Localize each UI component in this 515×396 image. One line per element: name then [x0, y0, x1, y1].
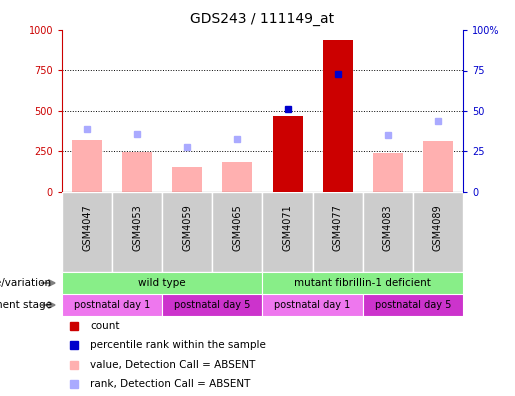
Bar: [112, 192, 162, 272]
Bar: [263, 294, 363, 316]
Bar: [62, 294, 162, 316]
Text: postnatal day 5: postnatal day 5: [174, 300, 251, 310]
Text: count: count: [90, 321, 119, 331]
Bar: [162, 294, 263, 316]
Bar: [222, 162, 252, 192]
Text: postnatal day 1: postnatal day 1: [274, 300, 351, 310]
Text: percentile rank within the sample: percentile rank within the sample: [90, 340, 266, 350]
Text: GSM4083: GSM4083: [383, 204, 393, 251]
Text: GSM4059: GSM4059: [182, 204, 192, 251]
Text: development stage: development stage: [0, 300, 52, 310]
Bar: [373, 153, 403, 192]
Text: postnatal day 5: postnatal day 5: [375, 300, 451, 310]
Bar: [122, 152, 152, 192]
Bar: [72, 140, 102, 192]
Bar: [363, 192, 413, 272]
Bar: [423, 141, 453, 192]
Bar: [263, 272, 463, 294]
Text: GSM4053: GSM4053: [132, 204, 142, 251]
Bar: [363, 294, 463, 316]
Title: GDS243 / 111149_at: GDS243 / 111149_at: [191, 12, 335, 26]
Bar: [62, 192, 112, 272]
Bar: [162, 192, 212, 272]
Bar: [263, 192, 313, 272]
Text: value, Detection Call = ABSENT: value, Detection Call = ABSENT: [90, 360, 255, 370]
Bar: [313, 192, 363, 272]
Bar: [323, 40, 353, 192]
Text: GSM4071: GSM4071: [283, 204, 293, 251]
Text: GSM4047: GSM4047: [82, 204, 92, 251]
Bar: [212, 192, 263, 272]
Text: genotype/variation: genotype/variation: [0, 278, 52, 288]
Text: postnatal day 1: postnatal day 1: [74, 300, 150, 310]
Bar: [413, 192, 463, 272]
Text: GSM4077: GSM4077: [333, 204, 342, 251]
Bar: [62, 272, 263, 294]
Text: GSM4089: GSM4089: [433, 204, 443, 251]
Text: wild type: wild type: [139, 278, 186, 288]
Text: mutant fibrillin-1 deficient: mutant fibrillin-1 deficient: [294, 278, 431, 288]
Text: rank, Detection Call = ABSENT: rank, Detection Call = ABSENT: [90, 379, 250, 389]
Text: GSM4065: GSM4065: [232, 204, 243, 251]
Bar: [272, 116, 303, 192]
Bar: [173, 167, 202, 192]
